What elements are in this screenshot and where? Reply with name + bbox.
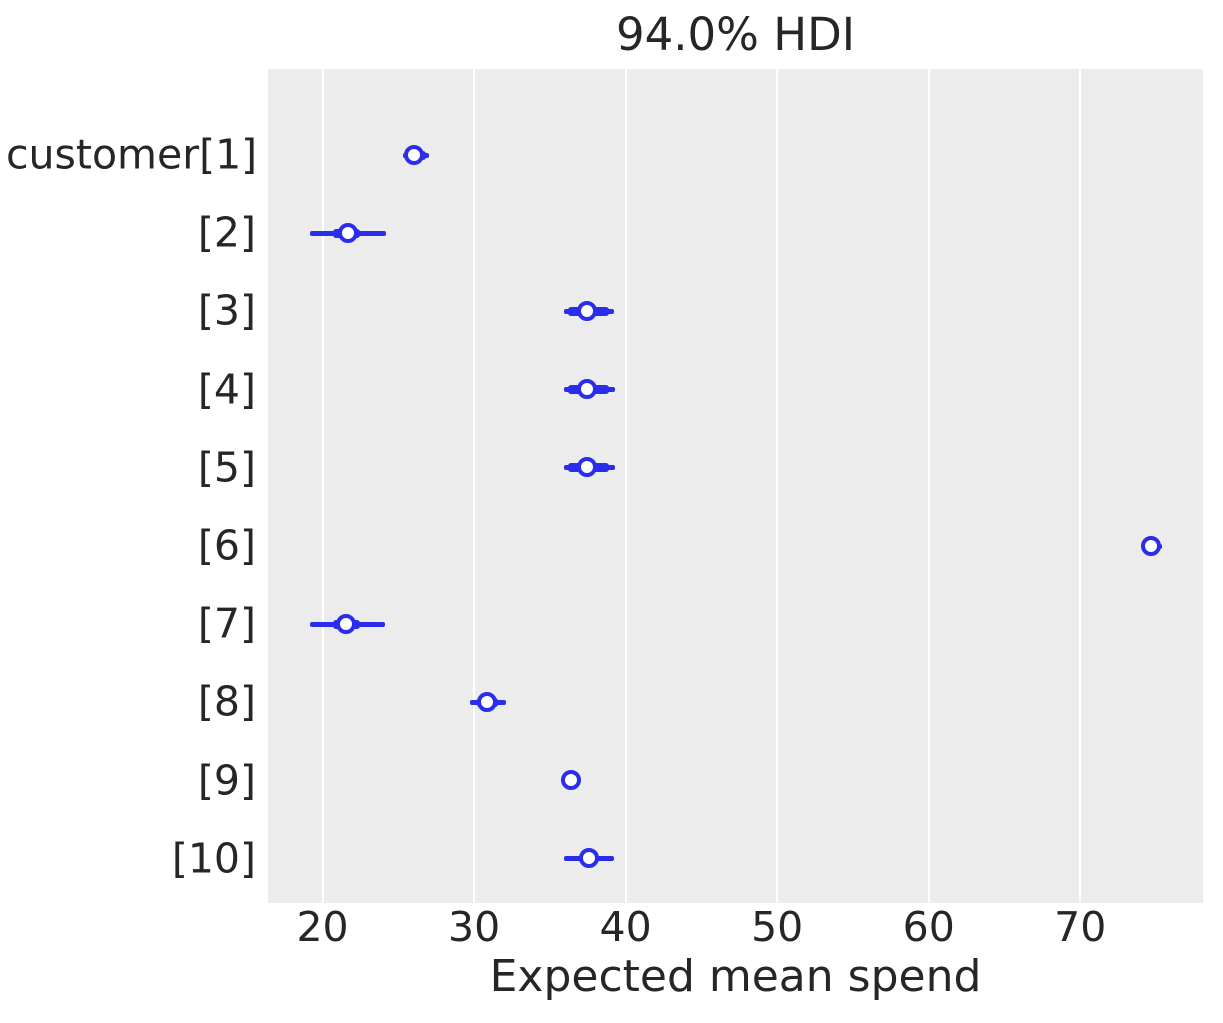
gridline <box>321 69 324 903</box>
point-marker <box>578 848 599 869</box>
x-tick-label: 40 <box>599 903 652 951</box>
point-marker <box>560 770 581 791</box>
x-tick-label: 20 <box>296 903 349 951</box>
point-marker <box>1140 535 1161 556</box>
x-axis-label: Expected mean spend <box>489 951 982 1002</box>
y-tick-label: [5] <box>197 443 256 492</box>
point-marker <box>577 379 598 400</box>
point-marker <box>404 144 425 165</box>
gridline <box>776 69 779 903</box>
x-tick-label: 60 <box>902 903 955 951</box>
x-tick-label: 50 <box>751 903 804 951</box>
x-tick-label: 70 <box>1054 903 1107 951</box>
chart-title: 94.0% HDI <box>615 8 856 61</box>
point-marker <box>337 222 358 243</box>
point-marker <box>577 457 598 478</box>
gridline <box>927 69 930 903</box>
x-tick-label: 30 <box>448 903 501 951</box>
y-tick-label: [9] <box>197 756 256 805</box>
y-tick-label: customer[1] <box>6 130 258 179</box>
point-marker <box>577 300 598 321</box>
y-tick-label: [3] <box>197 286 256 335</box>
y-tick-label: [7] <box>197 599 256 648</box>
plot-area <box>268 69 1203 903</box>
point-marker <box>477 691 498 712</box>
gridline <box>624 69 627 903</box>
y-tick-label: [8] <box>197 677 256 726</box>
gridline <box>473 69 476 903</box>
y-tick-label: [6] <box>197 521 256 570</box>
gridline <box>1079 69 1082 903</box>
y-tick-label: [2] <box>197 208 256 257</box>
y-tick-label: [10] <box>171 834 256 883</box>
point-marker <box>336 613 357 634</box>
y-tick-label: [4] <box>197 365 256 414</box>
